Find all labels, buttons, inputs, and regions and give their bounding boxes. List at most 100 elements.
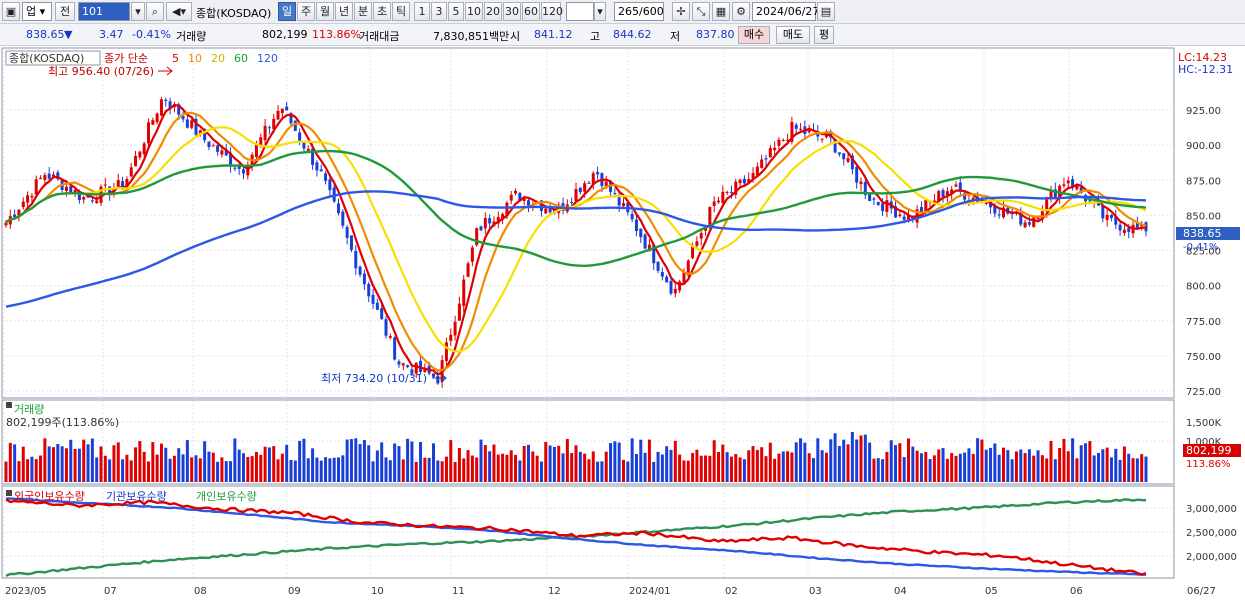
volume-bar <box>52 447 55 482</box>
market-select[interactable]: 업 ▾ <box>22 2 52 21</box>
volume-bar <box>1118 459 1122 482</box>
volume-panel-subtitle: 802,199주(113.86%) <box>6 416 119 429</box>
volume-current-pct: 113.86% <box>1186 459 1231 470</box>
date-input[interactable]: 2024/06/27 <box>752 2 819 21</box>
y-tick-label: 775.00 <box>1186 317 1221 328</box>
interval-custom-input[interactable] <box>566 2 594 21</box>
volume-bar <box>967 448 971 482</box>
period-tab[interactable]: 일 <box>278 2 296 21</box>
candle-body <box>302 142 306 149</box>
volume-bar <box>587 459 591 482</box>
candle-body <box>963 192 967 200</box>
volume-bar <box>220 457 224 482</box>
interval-button[interactable]: 60 <box>522 2 540 21</box>
ma-line-120 <box>5 190 1147 308</box>
eval-button[interactable]: 평 <box>814 26 834 44</box>
period-tab[interactable]: 틱 <box>392 2 410 21</box>
calendar-icon[interactable]: ▤ <box>817 2 835 21</box>
volume-tick-label: 1,500K <box>1186 418 1222 429</box>
draw-tool-icon[interactable]: ⤡ <box>692 2 710 21</box>
prev-button[interactable]: 전 <box>55 2 75 21</box>
volume-bar <box>449 440 453 482</box>
volume-bar <box>725 452 729 482</box>
save-icon[interactable]: ▦ <box>712 2 730 21</box>
interval-button[interactable]: 10 <box>465 2 483 21</box>
quote-bar: 838.65 ▼ 3.47 -0.41% 거래량 802,199 113.86%… <box>0 24 1245 46</box>
volume-bar <box>963 452 967 482</box>
volume-bar <box>837 445 841 482</box>
code-dropdown-icon[interactable]: ▾ <box>131 2 145 21</box>
candle-body <box>362 273 366 285</box>
volume-bar <box>470 455 474 482</box>
stock-chart[interactable]: 925.00 900.00 875.00 850.00 825.00 800.00 775.… <box>0 46 1245 600</box>
count-input[interactable]: 265/600 <box>614 2 664 21</box>
volume-bar <box>634 454 638 482</box>
search-icon[interactable]: ⌕ <box>146 2 164 21</box>
quote-volume-ratio: 113.86% <box>312 28 361 41</box>
sell-button[interactable]: 매도 <box>776 26 810 44</box>
y-tick-label: 900.00 <box>1186 141 1221 152</box>
candle-body <box>211 145 215 147</box>
volume-bar <box>786 451 790 482</box>
ma-legend-item: 120 <box>257 52 278 65</box>
candle-body <box>280 108 284 114</box>
interval-button[interactable]: 3 <box>431 2 447 21</box>
candle-body <box>1053 189 1057 198</box>
sound-icon[interactable]: ◀▾ <box>166 2 192 21</box>
period-tab[interactable]: 초 <box>373 2 391 21</box>
volume-bar <box>488 451 492 482</box>
volume-bar <box>17 461 21 482</box>
candle-body <box>410 369 414 374</box>
period-tab[interactable]: 월 <box>316 2 334 21</box>
indiv-label: 개인보유수량 <box>196 490 257 503</box>
candle-body <box>1049 191 1053 198</box>
volume-bar <box>894 445 898 482</box>
interval-dropdown-icon[interactable]: ▾ <box>594 2 606 21</box>
ma-legend-item: 5 <box>172 52 179 65</box>
interval-button[interactable]: 20 <box>484 2 502 21</box>
candle-body <box>669 280 673 294</box>
volume-bar <box>159 443 163 482</box>
candle-body <box>799 128 803 130</box>
volume-bar <box>328 458 332 482</box>
volume-bar <box>147 461 150 482</box>
candle-body <box>708 206 712 227</box>
candle-body <box>414 362 418 374</box>
period-tab[interactable]: 분 <box>354 2 372 21</box>
window-menu-icon[interactable]: ▣ <box>2 2 20 21</box>
volume-bar <box>108 459 112 482</box>
volume-bar <box>1114 448 1118 482</box>
candle-body <box>885 200 889 212</box>
volume-bar <box>812 458 815 482</box>
volume-bar <box>380 442 384 482</box>
code-input[interactable]: 101 <box>78 2 130 21</box>
candle-body <box>470 247 474 262</box>
interval-button[interactable]: 1 <box>414 2 430 21</box>
crosshair-icon[interactable]: ✢ <box>672 2 690 21</box>
volume-bar <box>237 449 241 482</box>
volume-bar <box>1101 449 1105 482</box>
candle-body <box>216 145 220 152</box>
candle-body <box>634 219 638 232</box>
gear-icon[interactable]: ⚙ <box>732 2 750 21</box>
buy-button[interactable]: 매수 <box>738 26 770 44</box>
period-tab[interactable]: 년 <box>335 2 353 21</box>
volume-bar <box>872 458 876 482</box>
volume-bar <box>138 441 142 482</box>
volume-bar <box>285 444 289 482</box>
volume-bar <box>565 439 569 482</box>
candle-body <box>155 113 159 123</box>
interval-button[interactable]: 5 <box>448 2 464 21</box>
interval-button[interactable]: 120 <box>541 2 563 21</box>
candle-body <box>272 118 276 130</box>
interval-button[interactable]: 30 <box>503 2 521 21</box>
volume-bar <box>781 451 785 482</box>
volume-bar <box>626 461 630 482</box>
candle-body <box>984 202 988 204</box>
x-tick-label: 06/27 <box>1187 586 1216 597</box>
volume-bar <box>293 460 297 482</box>
candle-body <box>1101 205 1105 219</box>
candle-body <box>678 281 682 291</box>
period-tab[interactable]: 주 <box>297 2 315 21</box>
ma-legend-item: 10 <box>188 52 202 65</box>
